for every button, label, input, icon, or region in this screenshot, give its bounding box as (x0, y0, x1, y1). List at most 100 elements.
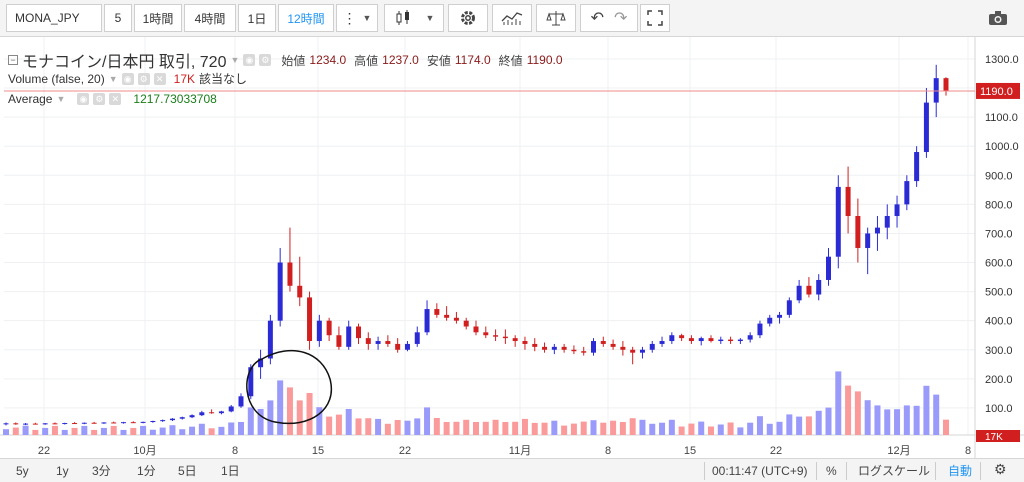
volume-bar (619, 422, 626, 435)
candle-body (718, 339, 724, 342)
candle-body (630, 349, 636, 353)
volume-bar (561, 425, 568, 435)
candle-body (287, 262, 293, 286)
log-scale-toggle[interactable]: ログスケール (858, 464, 931, 478)
settings-button[interactable] (448, 4, 488, 32)
candle-body (52, 423, 58, 425)
price-chart[interactable]: 100.0 200.0 300.0 400.0 500.0 600.0 700.0 800.0… (0, 37, 1024, 458)
drawn-circle-annotation (246, 349, 333, 425)
volume-bar (375, 418, 382, 435)
divider (704, 462, 705, 480)
auto-scale-toggle[interactable]: 自動 (948, 464, 973, 478)
volume-bar (492, 419, 499, 435)
volume-bar (884, 409, 891, 435)
candle-body (591, 341, 596, 353)
chevron-down-icon[interactable]: ▼ (56, 94, 66, 104)
close-icon[interactable]: ✕ (109, 93, 122, 105)
range-5y[interactable]: 5y (16, 464, 29, 478)
more-intervals-menu[interactable]: ⋮ ▼ (336, 4, 378, 32)
volume-bar (286, 387, 293, 435)
chart-toolbar: MONA_JPY 5 1時間 4時間 1日 12時間 ⋮ ▼ ▼ (0, 0, 1024, 37)
symbol-input[interactable]: MONA_JPY (6, 4, 102, 32)
volume-bar (247, 407, 254, 435)
volume-bar (42, 427, 49, 435)
candle-body (385, 341, 391, 344)
candle-body (737, 339, 743, 342)
visibility-icon[interactable]: ◉ (121, 72, 134, 85)
candle-body (884, 215, 890, 228)
price-tick-label: 800.0 (985, 199, 1013, 211)
volume-bar (698, 421, 705, 435)
volume-bar (71, 427, 78, 435)
price-tick-label: 1000.0 (985, 141, 1019, 153)
open-label: 始値 (281, 53, 306, 68)
interval-1h-button[interactable]: 1時間 (134, 4, 182, 32)
open-value: 1234.0 (309, 53, 347, 67)
compare-button[interactable]: 5 (104, 4, 132, 32)
candle-body (336, 335, 342, 347)
candle-body (121, 422, 126, 424)
chevron-down-icon[interactable]: ▼ (108, 73, 118, 84)
gear-icon[interactable]: ⚙ (93, 93, 106, 105)
gear-icon[interactable]: ⚙ (994, 461, 1007, 477)
range-1y[interactable]: 1y (56, 464, 69, 478)
volume-bar (218, 426, 225, 435)
close-icon[interactable]: ✕ (153, 72, 166, 85)
candle-body (777, 314, 783, 318)
compare-scale-button[interactable] (536, 4, 576, 32)
gear-icon[interactable]: ⚙ (137, 72, 150, 85)
volume-bar (198, 423, 205, 435)
time-tick-label: 8 (232, 445, 238, 457)
fullscreen-button[interactable] (640, 4, 670, 32)
candle-body (512, 338, 518, 342)
gear-icon[interactable]: ⚙ (259, 54, 272, 66)
interval-12h-button[interactable]: 12時間 (278, 4, 334, 32)
chart-pane[interactable]: 100.0 200.0 300.0 400.0 500.0 600.0 700.0 800.0… (0, 37, 1024, 458)
percent-toggle[interactable]: % (826, 464, 837, 478)
candle-body (865, 233, 871, 248)
volume-bar (854, 391, 861, 435)
clock-time: 00:11:47 (UTC+9) (712, 464, 808, 478)
price-tick-label: 200.0 (985, 374, 1013, 386)
close-value: 1190.0 (526, 53, 563, 67)
range-3m[interactable]: 3分 (92, 464, 111, 478)
candle-body (277, 262, 283, 321)
interval-4h-button[interactable]: 4時間 (184, 4, 236, 32)
indicators-button[interactable] (492, 4, 532, 32)
volume-bar (169, 425, 176, 435)
volume-bar (433, 418, 440, 435)
volume-bar (463, 419, 470, 435)
screenshot-button[interactable] (978, 4, 1018, 32)
visibility-icon[interactable]: ◉ (77, 93, 90, 105)
candle-body (228, 406, 234, 412)
volume-bar (747, 422, 754, 435)
candle-body (728, 339, 734, 342)
volume-bar (140, 425, 147, 435)
chevron-down-icon[interactable]: ▼ (230, 55, 240, 65)
current-price-label: 1190.0 (980, 86, 1013, 98)
volume-bar (316, 407, 323, 435)
volume-bar (473, 422, 479, 435)
visibility-icon[interactable]: ◉ (243, 54, 256, 66)
volume-note: 該当なし (199, 72, 248, 86)
volume-bar (943, 419, 949, 435)
volume-bar (796, 416, 803, 435)
range-1m[interactable]: 1分 (137, 464, 156, 478)
volume-bar (835, 371, 842, 435)
collapse-icon[interactable]: − (8, 55, 18, 65)
candle-body (669, 335, 675, 342)
candle-body (179, 417, 185, 419)
candle-body (796, 285, 802, 301)
redo-icon[interactable]: ↷ (614, 10, 628, 27)
candle-body (13, 423, 19, 425)
volume-bar (805, 416, 812, 435)
chart-style-menu[interactable]: ▼ (384, 4, 444, 32)
price-tick-label: 900.0 (985, 170, 1013, 182)
volume-bar (149, 429, 156, 435)
range-5d[interactable]: 5日 (178, 464, 197, 478)
time-tick-label: 11月 (509, 445, 531, 457)
interval-1d-button[interactable]: 1日 (238, 4, 276, 32)
undo-icon[interactable]: ↶ (590, 10, 604, 27)
range-1d[interactable]: 1日 (221, 464, 240, 478)
volume-bar (12, 427, 19, 435)
